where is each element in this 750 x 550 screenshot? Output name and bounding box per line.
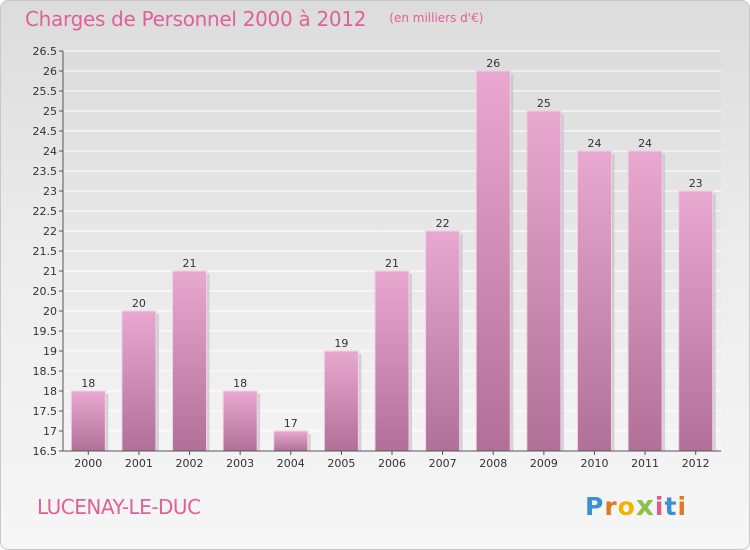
bar-2012 bbox=[678, 190, 714, 452]
data-label-2010: 24 bbox=[587, 137, 601, 150]
bars-layer bbox=[70, 70, 716, 452]
y-tick-label: 23 bbox=[43, 185, 57, 198]
bar-2007 bbox=[425, 230, 461, 452]
x-tick-label-2004: 2004 bbox=[277, 457, 305, 470]
title-row: Charges de Personnel 2000 à 2012 (en mil… bbox=[25, 7, 483, 31]
bar-2004 bbox=[273, 430, 309, 452]
x-tick-label-2000: 2000 bbox=[74, 457, 102, 470]
logo-letter: t bbox=[664, 492, 678, 521]
y-tick-label: 20.5 bbox=[33, 285, 58, 298]
y-tick-label: 16.5 bbox=[33, 445, 58, 458]
y-tick-label: 23.5 bbox=[33, 165, 58, 178]
chart-subtitle: (en milliers d'€) bbox=[389, 11, 484, 25]
bar-2006 bbox=[374, 270, 410, 452]
y-tick-label: 18 bbox=[43, 385, 57, 398]
y-tick-label: 24.5 bbox=[33, 125, 58, 138]
data-label-2011: 24 bbox=[638, 137, 652, 150]
y-tick-label: 21.5 bbox=[33, 245, 58, 258]
data-label-2012: 23 bbox=[689, 177, 703, 190]
y-tick-label: 22 bbox=[43, 225, 57, 238]
x-tick-label-2010: 2010 bbox=[580, 457, 608, 470]
logo-letter: P bbox=[585, 492, 605, 521]
logo-letter: x bbox=[635, 489, 655, 522]
labels-layer: 18 20 21 18 17 19 21 22 26 25 24 24 23 bbox=[81, 57, 702, 430]
bar-2010 bbox=[576, 150, 612, 452]
proxiti-logo: Proxiti bbox=[585, 489, 687, 522]
x-tick-label-2008: 2008 bbox=[479, 457, 507, 470]
x-tick-label-2009: 2009 bbox=[530, 457, 558, 470]
y-tick-label: 17.5 bbox=[33, 405, 58, 418]
x-tick-label-2007: 2007 bbox=[429, 457, 457, 470]
x-tick-label-2011: 2011 bbox=[631, 457, 659, 470]
bar-2000 bbox=[70, 390, 106, 452]
bar-2002 bbox=[172, 270, 208, 452]
bar-2005 bbox=[323, 350, 359, 452]
x-tick-label-2002: 2002 bbox=[176, 457, 204, 470]
logo-letter: i bbox=[654, 492, 665, 521]
x-tick-label-2001: 2001 bbox=[125, 457, 153, 470]
data-label-2003: 18 bbox=[233, 377, 247, 390]
y-tick-label: 17 bbox=[43, 425, 57, 438]
data-label-2007: 22 bbox=[436, 217, 450, 230]
data-label-2008: 26 bbox=[486, 57, 500, 70]
y-tick-label: 26.5 bbox=[33, 45, 58, 58]
y-tick-label: 25.5 bbox=[33, 85, 58, 98]
y-tick-label: 24 bbox=[43, 145, 57, 158]
bar-2009 bbox=[526, 110, 562, 452]
data-label-2005: 19 bbox=[334, 337, 348, 350]
bar-2001 bbox=[121, 310, 157, 452]
data-label-2006: 21 bbox=[385, 257, 399, 270]
x-tick-label-2012: 2012 bbox=[682, 457, 710, 470]
data-label-2004: 17 bbox=[284, 417, 298, 430]
chart-title: Charges de Personnel 2000 à 2012 bbox=[25, 7, 367, 31]
x-tick-label-2005: 2005 bbox=[327, 457, 355, 470]
logo-letter: o bbox=[617, 492, 636, 521]
y-tick-label: 25 bbox=[43, 105, 57, 118]
y-tick-label: 20 bbox=[43, 305, 57, 318]
bar-2011 bbox=[627, 150, 663, 452]
data-label-2009: 25 bbox=[537, 97, 551, 110]
y-tick-label: 19.5 bbox=[33, 325, 58, 338]
y-tick-label: 22.5 bbox=[33, 205, 58, 218]
x-tick-label-2006: 2006 bbox=[378, 457, 406, 470]
y-tick-label: 21 bbox=[43, 265, 57, 278]
data-label-2001: 20 bbox=[132, 297, 146, 310]
commune-name: LUCENAY-LE-DUC bbox=[37, 495, 201, 519]
y-tick-label: 26 bbox=[43, 65, 57, 78]
x-tick-label-2003: 2003 bbox=[226, 457, 254, 470]
logo-letter: r bbox=[604, 492, 618, 521]
axis-layer: 16.5 17 17.5 18 18.5 19 19.5 20 20.5 21 21.5 22 22.5… bbox=[33, 45, 721, 470]
y-tick-label: 19 bbox=[43, 345, 57, 358]
bar-2008 bbox=[475, 70, 511, 452]
y-tick-label: 18.5 bbox=[33, 365, 58, 378]
logo-letter: i bbox=[677, 492, 688, 521]
data-label-2002: 21 bbox=[183, 257, 197, 270]
data-label-2000: 18 bbox=[81, 377, 95, 390]
bar-2003 bbox=[222, 390, 258, 452]
